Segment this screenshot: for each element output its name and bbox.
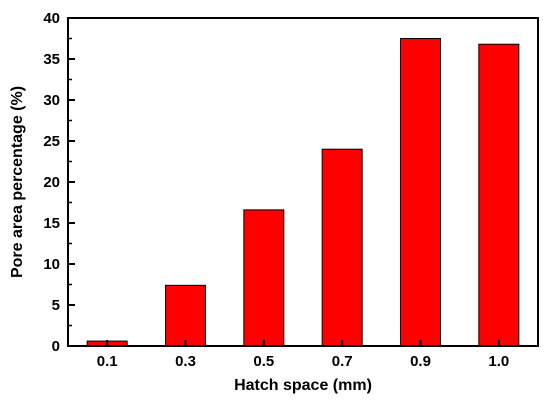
y-tick-label: 0: [52, 338, 60, 355]
x-tick-label: 0.9: [410, 353, 431, 370]
x-axis-title: Hatch space (mm): [234, 377, 372, 394]
x-tick-label: 0.3: [175, 353, 196, 370]
y-tick-label: 30: [43, 92, 60, 109]
x-tick-label: 0.7: [332, 353, 353, 370]
y-tick-label: 35: [43, 51, 60, 68]
y-tick-label: 20: [43, 174, 60, 191]
x-tick-label: 0.1: [97, 353, 118, 370]
y-axis-ticks: 0 5 10 15 20 25 30 35 40: [43, 10, 75, 355]
y-tick-label: 25: [43, 133, 60, 150]
y-tick-label: 10: [43, 256, 60, 273]
bar-0.9: [400, 38, 441, 347]
y-tick-label: 40: [43, 10, 60, 27]
x-tick-label: 0.5: [253, 353, 274, 370]
bar-1.0: [478, 43, 520, 347]
y-tick-label: 5: [52, 297, 60, 314]
x-tick-label: 1.0: [488, 353, 509, 370]
x-axis-ticks: 0.1 0.3 0.5 0.7 0.9 1.0: [97, 340, 509, 370]
plot-frame: [67, 17, 539, 347]
bar-0.7: [321, 148, 363, 347]
y-tick-label: 15: [43, 215, 60, 232]
bar-0.3: [165, 284, 206, 347]
y-axis-title: Pore area percentage (%): [9, 86, 26, 278]
bars-group: [86, 38, 520, 347]
bar-0.5: [243, 209, 285, 347]
